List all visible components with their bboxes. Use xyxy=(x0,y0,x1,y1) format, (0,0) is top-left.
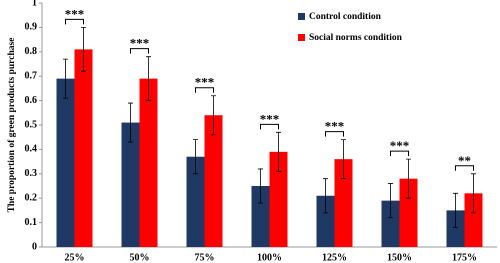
bar xyxy=(269,151,288,247)
y-tick-label: 0.7 xyxy=(25,70,38,81)
significance-label: *** xyxy=(130,36,150,51)
y-tick-label: 0.9 xyxy=(25,22,38,33)
bar xyxy=(139,78,158,247)
x-tick-label: 100% xyxy=(257,252,282,263)
significance-label: *** xyxy=(325,119,345,134)
y-axis-label: The proportion of green products purchas… xyxy=(7,38,17,213)
legend-label: Social norms condition xyxy=(309,33,403,43)
significance-bracket xyxy=(325,131,344,137)
significance-bracket xyxy=(390,150,409,157)
significance-bracket xyxy=(455,165,474,171)
x-tick-label: 75% xyxy=(195,252,215,263)
x-tick-label: 150% xyxy=(387,252,412,263)
bar xyxy=(446,210,465,247)
significance-label: *** xyxy=(65,6,85,21)
x-tick-label: 175% xyxy=(452,252,477,263)
significance-label: *** xyxy=(260,111,280,126)
bar xyxy=(464,193,483,247)
significance-bracket xyxy=(260,123,279,130)
significance-bracket xyxy=(130,48,149,54)
significance-label: ** xyxy=(458,153,471,168)
y-tick-label: 0.6 xyxy=(25,95,38,106)
significance-label: *** xyxy=(390,138,410,153)
error-bar xyxy=(406,158,411,199)
error-bar xyxy=(63,58,68,99)
y-tick-label: 0.5 xyxy=(25,119,38,130)
error-bar xyxy=(211,95,216,136)
x-tick-label: 50% xyxy=(130,252,150,263)
bar xyxy=(186,156,205,247)
legend-swatch xyxy=(298,13,305,20)
y-tick-label: 0.1 xyxy=(25,217,38,228)
error-bar xyxy=(388,183,393,219)
y-tick-label: 0.2 xyxy=(25,192,38,203)
x-tick-label: 25% xyxy=(65,252,85,263)
error-bar xyxy=(323,178,328,214)
bar xyxy=(74,49,93,247)
legend-label: Control condition xyxy=(309,12,382,22)
error-bar xyxy=(128,102,133,143)
bar xyxy=(316,195,335,247)
significance-label: *** xyxy=(195,75,215,90)
significance-bracket xyxy=(65,18,84,25)
bar xyxy=(56,78,75,247)
bar xyxy=(251,186,270,247)
x-tick-label: 125% xyxy=(322,252,347,263)
significance-bracket xyxy=(195,87,214,93)
y-tick-label: 0.4 xyxy=(25,144,38,155)
error-bar xyxy=(258,168,263,204)
bar xyxy=(121,122,140,247)
bar xyxy=(381,200,400,247)
bar xyxy=(334,159,353,247)
error-bar xyxy=(341,139,346,180)
y-tick-label: 0 xyxy=(32,241,37,252)
bar xyxy=(399,178,418,247)
bar xyxy=(204,115,223,248)
error-bar xyxy=(81,27,86,72)
error-bar xyxy=(146,56,151,101)
y-tick-label: 0.3 xyxy=(25,168,38,179)
error-bar xyxy=(276,131,281,172)
y-tick-label: 1 xyxy=(32,0,37,8)
y-tick-label: 0.8 xyxy=(25,46,38,57)
error-bar xyxy=(453,192,458,228)
error-bar xyxy=(471,173,476,214)
error-bar xyxy=(193,139,198,175)
legend-swatch xyxy=(298,34,305,41)
